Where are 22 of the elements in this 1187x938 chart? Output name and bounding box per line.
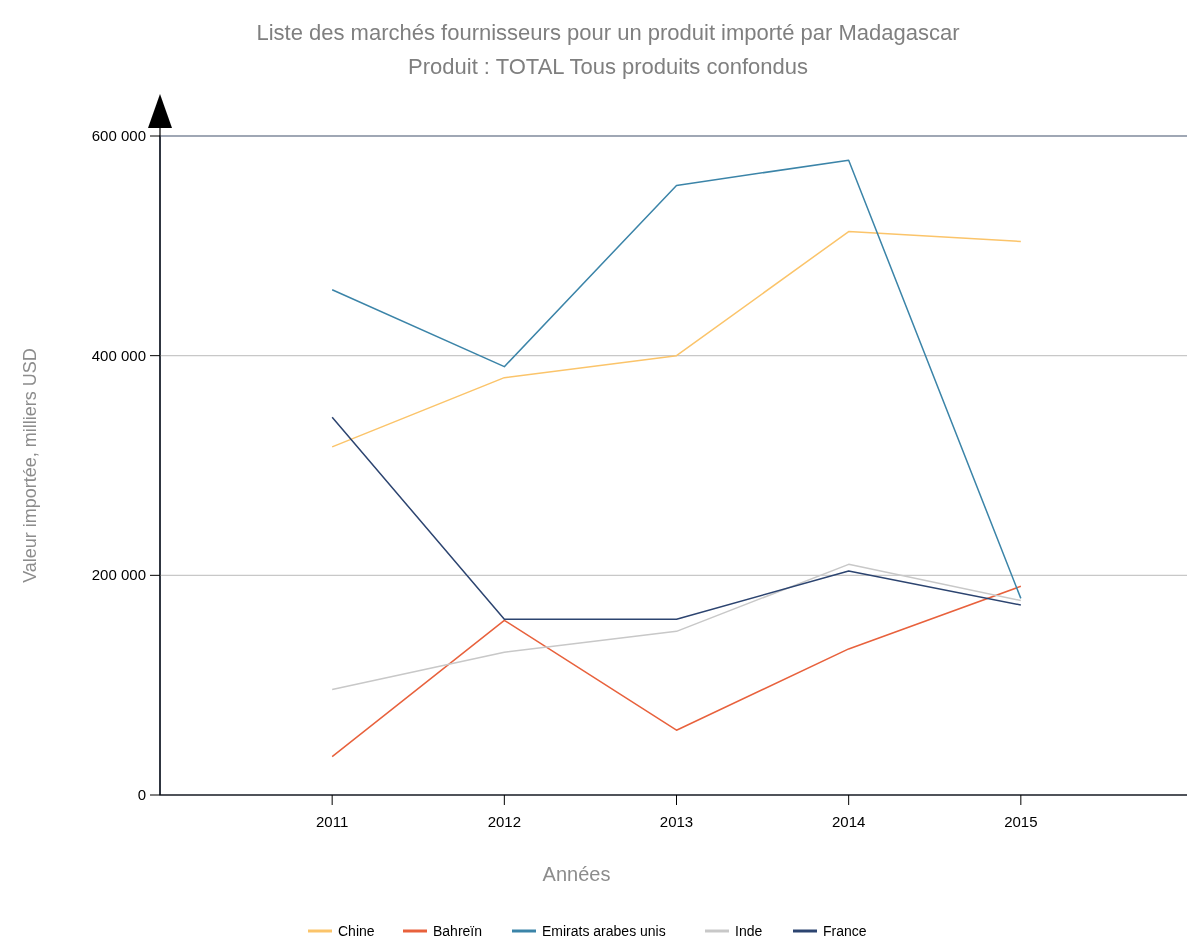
- y-tick-label: 600 000: [91, 127, 146, 144]
- line-series: [331, 416, 1022, 621]
- line-series: [331, 230, 1022, 448]
- y-axis-title: Valeur importée, milliers USD: [20, 348, 40, 583]
- legend-label: Inde: [735, 923, 763, 938]
- x-tick-label: 2014: [831, 813, 866, 830]
- line-series: [331, 585, 1022, 758]
- legend-label: France: [823, 923, 867, 938]
- line-series: [331, 159, 1022, 600]
- chart-subtitle: Produit : TOTAL Tous produits confondus: [408, 54, 808, 79]
- y-tick-label: 200 000: [91, 566, 146, 584]
- legend-label: Chine: [338, 923, 375, 938]
- y-tick-label: 0: [137, 786, 146, 803]
- x-tick-label: 2011: [316, 813, 349, 830]
- y-tick-label: 400 000: [91, 346, 146, 364]
- x-tick-label: 2012: [487, 813, 522, 830]
- legend-label: Emirats arabes unis: [542, 923, 666, 938]
- x-axis-title: Années: [542, 863, 611, 885]
- x-tick-label: 2015: [1004, 813, 1038, 830]
- chart-title: Liste des marchés fournisseurs pour un produit importé par Madagascar: [256, 20, 960, 45]
- legend-label: Bahreïn: [433, 923, 483, 938]
- x-tick-label: 2013: [659, 813, 694, 830]
